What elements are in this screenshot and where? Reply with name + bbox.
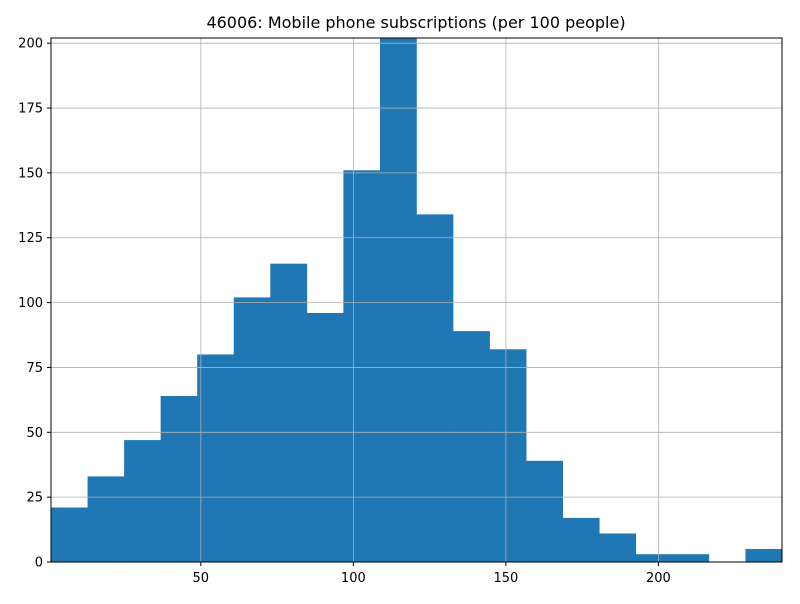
ticks-layer: 50 100 150 200 0 25 50 75 100 125 150 175 200 [18, 37, 671, 586]
y-tick-label: 125 [18, 231, 43, 246]
y-tick-label: 175 [18, 102, 43, 117]
y-tick-label: 0 [35, 556, 43, 571]
histogram-bar-1 [87, 476, 125, 562]
histogram-bar-2 [124, 440, 161, 562]
x-tick-label: 200 [646, 571, 671, 586]
plot-frame [50, 37, 783, 563]
x-tick-label: 50 [193, 571, 210, 586]
chart-title: 46006: Mobile phone subscriptions (per 1… [206, 13, 625, 32]
histogram-bar-0 [51, 507, 88, 562]
histogram-bar-7 [306, 312, 344, 562]
y-tick-label: 100 [18, 296, 43, 311]
histogram-bar-5 [233, 297, 271, 562]
histogram-bar-17 [672, 554, 710, 562]
histogram-bar-19 [745, 549, 783, 562]
y-tick-label: 200 [18, 37, 43, 52]
histogram-bar-12 [489, 349, 527, 562]
bars-layer [51, 38, 783, 562]
histogram-bar-3 [160, 395, 198, 562]
axes-layer [50, 37, 783, 563]
histogram-bar-8 [343, 170, 381, 562]
histogram-bar-4 [197, 354, 235, 562]
y-tick-label: 50 [26, 426, 43, 441]
histogram-bar-6 [270, 263, 308, 562]
histogram-bar-10 [416, 214, 454, 562]
y-tick-label: 25 [26, 491, 43, 506]
y-tick-label: 75 [26, 361, 43, 376]
histogram-bar-15 [599, 533, 637, 562]
histogram-bar-13 [526, 460, 563, 562]
x-tick-label: 100 [341, 571, 366, 586]
histogram-bar-16 [635, 554, 673, 562]
histogram-bar-9 [379, 38, 417, 562]
histogram-bar-14 [562, 517, 600, 562]
y-tick-label: 150 [18, 166, 43, 181]
x-tick-label: 150 [493, 571, 518, 586]
histogram-bar-11 [453, 331, 490, 562]
